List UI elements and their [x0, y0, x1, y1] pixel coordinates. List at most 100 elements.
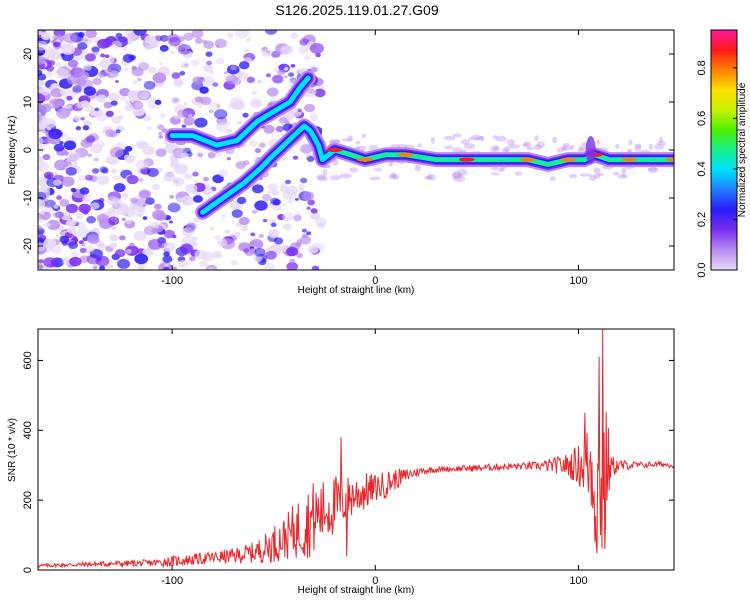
noise-speckle: [349, 167, 359, 173]
noise-speckle: [414, 164, 422, 172]
noise-speckle: [282, 212, 295, 222]
noise-speckle: [159, 44, 169, 52]
noise-speckle: [122, 47, 127, 51]
noise-speckle: [167, 202, 181, 213]
noise-speckle: [62, 258, 67, 262]
noise-speckle: [98, 60, 109, 68]
noise-speckle: [317, 222, 325, 229]
noise-speckle: [38, 111, 42, 117]
noise-speckle: [50, 88, 63, 98]
noise-speckle: [111, 168, 118, 174]
noise-speckle: [236, 120, 243, 125]
noise-speckle: [272, 203, 282, 211]
noise-speckle: [85, 244, 95, 253]
burst-feature: [585, 136, 596, 164]
noise-speckle: [172, 177, 185, 187]
noise-speckle: [492, 135, 498, 140]
noise-speckle: [56, 195, 63, 200]
noise-speckle: [620, 173, 627, 178]
noise-speckle: [612, 171, 620, 176]
noise-speckle: [147, 238, 162, 250]
noise-speckle: [142, 216, 148, 220]
noise-speckle: [258, 233, 264, 238]
noise-speckle: [155, 148, 167, 157]
noise-speckle: [43, 138, 52, 145]
noise-speckle: [453, 175, 466, 183]
noise-speckle: [42, 47, 56, 58]
noise-speckle: [162, 255, 173, 263]
noise-speckle: [526, 146, 534, 151]
noise-speckle: [300, 144, 313, 154]
noise-speckle: [634, 144, 642, 152]
noise-speckle: [38, 86, 50, 96]
noise-speckle: [430, 136, 435, 144]
noise-speckle: [69, 256, 82, 267]
noise-speckle: [158, 135, 164, 139]
noise-speckle: [70, 250, 80, 257]
spectrogram-y-tick-label: 20: [22, 48, 34, 60]
noise-speckle: [62, 150, 69, 156]
noise-speckle: [536, 141, 545, 149]
noise-speckle: [100, 53, 106, 58]
noise-speckle: [108, 92, 120, 102]
noise-speckle: [193, 179, 199, 183]
noise-speckle: [143, 225, 157, 236]
noise-speckle: [111, 116, 122, 124]
noise-speckle: [191, 30, 204, 39]
noise-speckle: [99, 265, 106, 270]
noise-speckle: [490, 146, 500, 153]
noise-speckle: [270, 231, 278, 237]
noise-speckle: [617, 174, 628, 179]
noise-speckle: [61, 176, 75, 187]
noise-speckle: [280, 45, 293, 55]
snr-y-tick-label: 200: [22, 491, 34, 509]
noise-speckle: [105, 129, 116, 138]
noise-speckle: [185, 222, 197, 231]
noise-speckle: [96, 140, 105, 148]
noise-speckle: [151, 221, 160, 228]
noise-speckle: [522, 141, 532, 148]
noise-speckle: [106, 196, 119, 206]
noise-speckle: [270, 222, 277, 228]
noise-speckle: [63, 32, 78, 44]
noise-speckle: [311, 265, 320, 270]
noise-speckle: [46, 126, 52, 131]
noise-speckle: [300, 177, 308, 184]
noise-speckle: [77, 42, 88, 51]
noise-speckle: [444, 145, 454, 150]
noise-speckle: [490, 172, 500, 176]
noise-speckle: [144, 35, 156, 44]
noise-speckle: [597, 172, 605, 177]
noise-speckle: [77, 31, 85, 38]
noise-speckle: [59, 235, 70, 244]
noise-speckle: [158, 131, 163, 136]
noise-speckle: [103, 101, 113, 109]
snr-x-axis-label: Height of straight line (km): [298, 585, 415, 596]
noise-speckle: [174, 114, 181, 120]
upper-branch-inner: [169, 75, 311, 148]
noise-speckle: [261, 48, 273, 57]
noise-speckle: [456, 169, 468, 176]
noise-speckle: [43, 238, 57, 249]
noise-speckle: [243, 224, 248, 229]
noise-speckle: [215, 122, 229, 132]
noise-speckle: [648, 143, 654, 150]
noise-speckle: [137, 263, 145, 270]
noise-speckle: [628, 139, 633, 146]
noise-speckle: [301, 228, 308, 233]
noise-speckle: [180, 61, 190, 69]
spectrogram-x-tick-label: 100: [569, 275, 587, 287]
noise-speckle: [106, 155, 119, 165]
noise-speckle: [87, 234, 100, 245]
noise-speckle: [307, 245, 319, 254]
noise-speckle: [297, 108, 302, 113]
noise-speckle: [171, 72, 181, 79]
noise-speckle: [215, 44, 220, 48]
noise-speckle: [267, 183, 279, 192]
noise-speckle: [144, 45, 152, 51]
noise-speckle: [251, 90, 257, 95]
noise-speckle: [131, 100, 144, 110]
noise-speckle: [68, 241, 79, 250]
noise-speckle: [214, 109, 228, 120]
noise-speckle: [173, 78, 184, 87]
